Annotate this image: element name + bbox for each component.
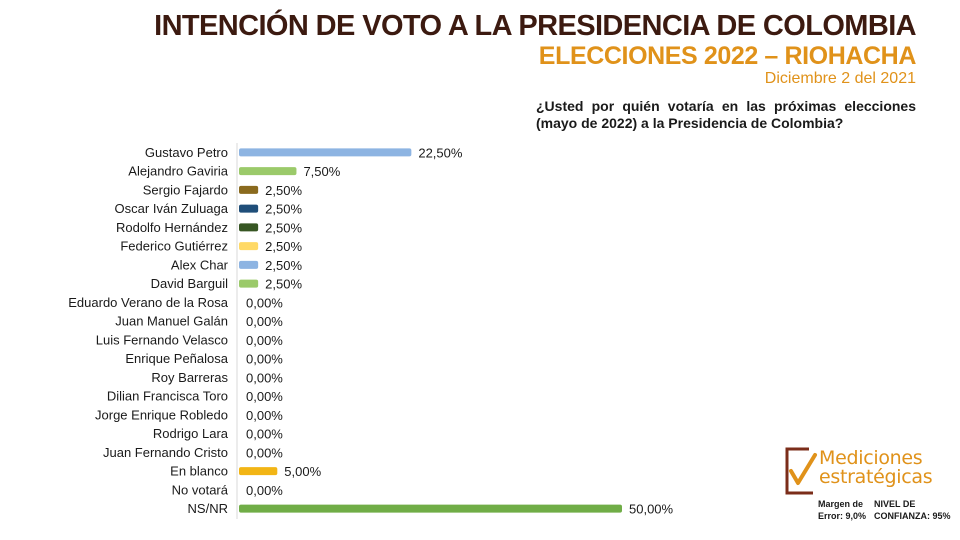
margin-of-error: Margen de Error: 9,0% [818,498,866,522]
category-label: No votará [172,482,229,497]
category-label: Roy Barreras [151,370,228,385]
category-label: Alejandro Gaviria [128,164,228,179]
confidence-level: NIVEL DE CONFIANZA: 95% [874,498,951,522]
category-label: Eduardo Verano de la Rosa [68,295,228,310]
category-label: Sergio Fajardo [143,182,228,197]
page-title: INTENCIÓN DE VOTO A LA PRESIDENCIA DE CO… [154,10,916,42]
value-label: 0,00% [246,370,283,385]
value-label: 50,00% [629,502,674,517]
page-subtitle: ELECCIONES 2022 – RIOHACHA [538,42,917,70]
bar [239,242,259,251]
value-label: 2,50% [265,239,302,254]
category-label: Oscar Iván Zuluaga [115,201,229,216]
value-label: 22,50% [418,145,463,160]
bar [239,504,622,513]
category-label: Enrique Peñalosa [125,351,228,366]
bar [239,185,259,194]
category-label: David Barguil [151,276,228,291]
value-label: 0,00% [246,389,283,404]
bar [239,167,297,176]
bar [239,204,259,213]
value-label: 2,50% [265,220,302,235]
category-label: Jorge Enrique Robledo [95,407,228,422]
survey-question: ¿Usted por quién votaría en las próximas… [536,98,916,131]
margin-line-1: Margen de [818,499,864,509]
value-label: 0,00% [246,427,283,442]
value-label: 2,50% [265,183,302,198]
margin-line-2: Error: 9,0% [818,511,867,521]
category-label: Dilian Francisca Toro [107,389,228,404]
category-label: Rodrigo Lara [153,426,229,441]
bar [239,467,278,476]
confidence-line-2: CONFIANZA: 95% [874,511,951,521]
logo-checkmark-icon [785,447,817,495]
value-label: 5,00% [284,464,321,479]
value-label: 0,00% [246,408,283,423]
category-label: Alex Char [171,257,229,272]
category-label: Luis Fernando Velasco [96,332,228,347]
bar [239,223,259,232]
category-label: En blanco [170,464,228,479]
category-label: Rodolfo Hernández [116,220,228,235]
logo-text: Mediciones estratégicas [819,447,933,488]
value-label: 0,00% [246,314,283,329]
logo-line-2: estratégicas [819,466,933,488]
survey-date: Diciembre 2 del 2021 [764,70,916,87]
value-label: 0,00% [246,445,283,460]
mediciones-estrategicas-logo: Mediciones estratégicas [783,443,943,499]
value-label: 2,50% [265,202,302,217]
bar [239,260,259,269]
value-label: 2,50% [265,277,302,292]
value-label: 7,50% [303,164,340,179]
confidence-line-1: NIVEL DE [874,499,916,509]
value-label: 2,50% [265,258,302,273]
value-label: 0,00% [246,483,283,498]
bar [239,148,412,157]
value-label: 0,00% [246,352,283,367]
value-label: 0,00% [246,295,283,310]
category-label: Juan Fernando Cristo [103,445,228,460]
value-label: 0,00% [246,333,283,348]
category-label: Juan Manuel Galán [115,314,228,329]
bar [239,279,259,288]
logo-line-1: Mediciones [819,447,923,469]
category-label: Gustavo Petro [145,145,228,160]
category-label: NS/NR [188,501,228,516]
category-label: Federico Gutiérrez [120,239,228,254]
